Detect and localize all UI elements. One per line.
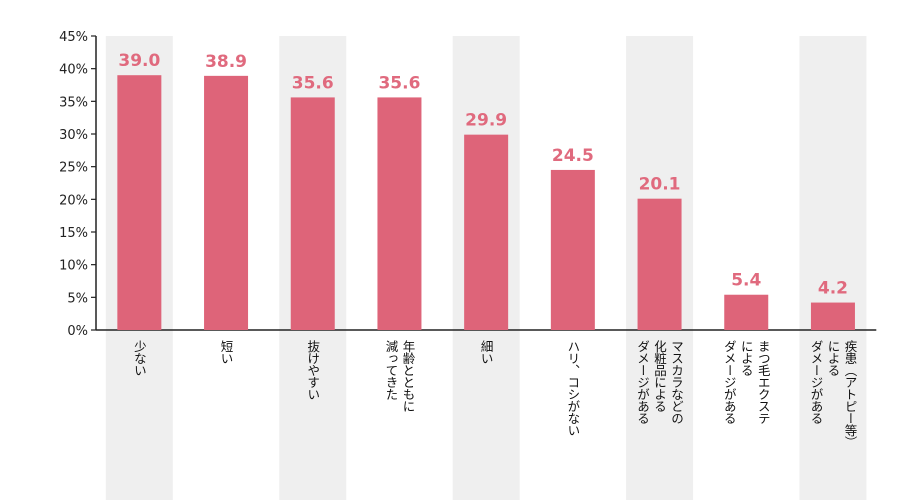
value-label: 4.2 <box>818 279 848 299</box>
category-label-line: ダメージがある <box>635 340 651 424</box>
value-labels: 39.0 38.9 35.6 35.6 29.9 24.5 20.1 5.4 4.2 <box>118 51 848 298</box>
bar <box>117 75 162 330</box>
category-label-line: ダメージがある <box>808 340 824 424</box>
category-label: マスカラなどの 化粧品による ダメージがある <box>634 340 684 424</box>
bar <box>724 294 769 330</box>
category-label: 短い <box>218 340 234 364</box>
value-label: 38.9 <box>205 52 247 72</box>
bars <box>117 75 855 330</box>
category-label-line: 細い <box>478 340 494 364</box>
value-label: 35.6 <box>378 73 420 93</box>
category-label-line: 年齢とともに <box>400 340 416 412</box>
category-label: 少ない <box>131 340 147 376</box>
category-label-line: 少ない <box>131 340 147 376</box>
y-tick-label: 15% <box>59 226 88 241</box>
category-label-line: 減ってきた <box>383 340 399 400</box>
category-label-line: 短い <box>218 340 234 364</box>
category-label: 抜けやすい <box>304 340 320 400</box>
bar <box>377 97 422 330</box>
category-label: まつ毛エクステ による ダメージがある <box>721 340 771 424</box>
bar <box>290 97 335 330</box>
y-tick-label: 5% <box>67 291 88 306</box>
y-tick-label: 40% <box>59 63 88 78</box>
bar <box>637 198 682 330</box>
value-label: 20.1 <box>639 175 681 195</box>
category-label-line: による <box>825 340 841 376</box>
category-label-line: ハリ、コシがない <box>565 340 581 436</box>
y-tick-label: 35% <box>59 95 88 110</box>
category-label-line: 化粧品による <box>652 340 668 412</box>
category-label-line: マスカラなどの <box>669 340 685 424</box>
bar <box>810 302 855 330</box>
y-tick-label: 30% <box>59 128 88 143</box>
bar <box>204 75 249 330</box>
y-tick-label: 45% <box>59 30 88 45</box>
value-label: 24.5 <box>552 146 594 166</box>
value-label: 5.4 <box>731 271 761 291</box>
category-label: 疾患（アトピー等） による ダメージがある <box>807 340 857 448</box>
category-label: 細い <box>478 340 494 364</box>
y-tick-label: 0% <box>67 324 88 339</box>
category-label-line: 抜けやすい <box>305 340 321 400</box>
category-label: ハリ、コシがない <box>564 340 580 436</box>
column-band <box>799 36 867 500</box>
bar <box>464 134 509 330</box>
value-label: 39.0 <box>118 51 160 71</box>
category-label-line: による <box>738 340 754 376</box>
y-tick-label: 20% <box>59 193 88 208</box>
category-label: 年齢とともに 減ってきた <box>382 340 415 412</box>
category-label-line: まつ毛エクステ <box>755 340 771 424</box>
y-tick-label: 25% <box>59 161 88 176</box>
category-label-line: ダメージがある <box>721 340 737 424</box>
value-label: 35.6 <box>292 73 334 93</box>
category-label-line: 疾患（アトピー等） <box>842 340 858 448</box>
y-tick-label: 10% <box>59 259 88 274</box>
bar <box>550 169 595 330</box>
value-label: 29.9 <box>465 111 507 131</box>
